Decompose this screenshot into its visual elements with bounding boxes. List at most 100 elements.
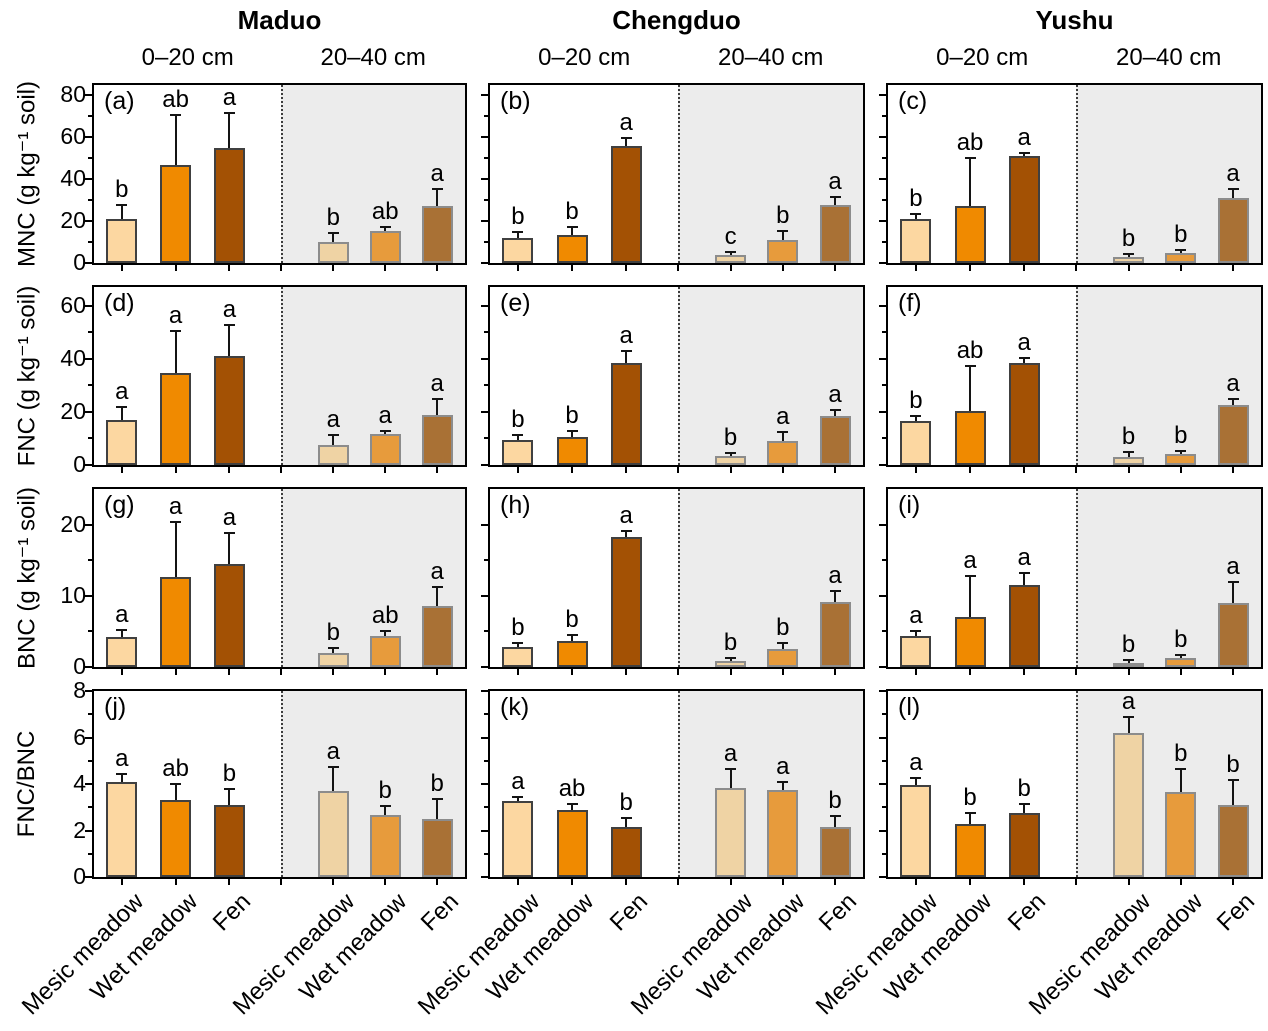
y-major-tick bbox=[481, 304, 488, 307]
significance-letter: b bbox=[115, 176, 129, 204]
site-title-chengduo: Chengduo bbox=[612, 5, 741, 35]
x-tick-mark bbox=[625, 669, 628, 675]
bar-wet-meadow-20-40 bbox=[369, 434, 401, 465]
panel-j: (j) a ab b a b b bbox=[85, 689, 467, 885]
x-tick-mark bbox=[174, 467, 177, 473]
bar-fen-20-40 bbox=[819, 602, 851, 667]
site-title-yushu: Yushu bbox=[1035, 5, 1114, 35]
error-bar-line bbox=[969, 159, 972, 207]
panel-b: (b) b b a c b a bbox=[481, 83, 865, 271]
error-bar-cap bbox=[116, 772, 128, 775]
significance-letter: b bbox=[326, 618, 340, 646]
x-tick-mark bbox=[332, 879, 335, 885]
error-bar-cap bbox=[829, 408, 841, 411]
y-major-tick bbox=[481, 220, 488, 223]
bar-fen-20-40 bbox=[1217, 405, 1249, 465]
depth-label-20-40: 20–40 cm bbox=[320, 44, 426, 71]
x-tick-mark bbox=[1023, 467, 1026, 473]
y-minor-tick bbox=[88, 759, 92, 762]
x-tick-mark bbox=[1232, 879, 1235, 885]
y-tick-label: 20 bbox=[60, 510, 86, 537]
error-bar-cap bbox=[777, 642, 789, 645]
significance-letter: b bbox=[222, 759, 237, 787]
x-tick-mark bbox=[228, 467, 231, 473]
error-bar-line bbox=[625, 818, 628, 828]
y-minor-tick bbox=[882, 437, 886, 440]
y-major-tick bbox=[879, 783, 886, 785]
significance-letter: b bbox=[776, 201, 790, 229]
significance-letter: ab bbox=[162, 755, 189, 783]
significance-letter: b bbox=[1226, 750, 1240, 778]
x-tick-mark bbox=[384, 879, 387, 885]
error-bar-line bbox=[332, 233, 335, 243]
y-minor-tick bbox=[484, 331, 488, 334]
error-bar-cap bbox=[327, 765, 339, 768]
y-minor-tick bbox=[88, 559, 92, 562]
x-tick-mark bbox=[332, 467, 335, 473]
bar-fen-20-40 bbox=[1217, 804, 1249, 877]
x-tick-mark bbox=[625, 265, 628, 271]
panel-tag: (g) bbox=[104, 491, 135, 519]
panel-tag: (h) bbox=[500, 491, 531, 519]
depth-divider bbox=[678, 691, 681, 877]
bar-wet-meadow-20-40 bbox=[767, 441, 799, 465]
bar-mesic-meadow-20-40 bbox=[1113, 663, 1145, 667]
error-bar-cap bbox=[566, 802, 578, 805]
error-bar-line bbox=[1232, 780, 1235, 805]
y-major-tick bbox=[879, 829, 886, 832]
panel-c: (c) b ab a b b a bbox=[879, 83, 1263, 271]
significance-letter: b bbox=[619, 788, 633, 816]
y-axis-label-fnc-bnc: FNC/BNC bbox=[13, 730, 40, 838]
panel-l: (l) a b b a b b bbox=[879, 688, 1263, 885]
error-bar-cap bbox=[1123, 658, 1135, 661]
depth-divider bbox=[1076, 489, 1079, 667]
significance-letter: b bbox=[909, 387, 923, 415]
y-minor-tick bbox=[484, 437, 488, 440]
error-bar-cap bbox=[566, 633, 578, 636]
x-tick-mark bbox=[1075, 467, 1078, 473]
panel-tag: (b) bbox=[500, 87, 531, 115]
significance-letter: b bbox=[828, 786, 842, 814]
x-tick-mark bbox=[120, 669, 123, 675]
bar-fen-0-20 bbox=[213, 804, 245, 877]
x-tick-mark bbox=[174, 669, 177, 675]
error-bar-cap bbox=[170, 783, 182, 786]
bar-fen-0-20 bbox=[1008, 585, 1040, 667]
y-major-tick bbox=[879, 736, 886, 739]
x-tick-mark bbox=[1127, 265, 1130, 271]
significance-letter: b bbox=[723, 629, 738, 657]
error-bar-line bbox=[436, 800, 439, 819]
y-major-tick bbox=[85, 464, 92, 466]
error-bar-cap bbox=[620, 137, 632, 140]
x-tick-mark bbox=[914, 467, 917, 473]
significance-letter: a bbox=[1226, 552, 1240, 580]
x-tick-mark bbox=[571, 265, 574, 271]
error-bar-cap bbox=[1018, 356, 1030, 359]
y-major-tick bbox=[85, 690, 92, 692]
bar-fen-20-40 bbox=[819, 205, 851, 263]
error-bar-line bbox=[332, 767, 335, 791]
significance-letter: b bbox=[326, 203, 340, 231]
bar-fen-0-20 bbox=[610, 145, 642, 263]
panel-d: (d) a a a a a a bbox=[85, 285, 467, 473]
x-tick-mark bbox=[120, 467, 123, 473]
error-bar-line bbox=[516, 232, 519, 238]
y-minor-tick bbox=[484, 384, 488, 387]
error-bar-line bbox=[1023, 154, 1026, 157]
error-bar-line bbox=[332, 648, 335, 653]
y-minor-tick bbox=[882, 713, 886, 716]
y-major-tick bbox=[481, 410, 488, 413]
panel-tag: (l) bbox=[898, 693, 921, 721]
significance-letter: a bbox=[828, 168, 842, 196]
y-tick-label: 0 bbox=[73, 249, 86, 275]
depth-label-0-20: 0–20 cm bbox=[936, 44, 1029, 71]
significance-letter: b bbox=[511, 405, 525, 433]
y-minor-tick bbox=[88, 199, 92, 202]
error-bar-cap bbox=[431, 585, 443, 588]
x-tick-mark bbox=[914, 879, 917, 885]
x-tick-mark bbox=[969, 467, 972, 473]
y-major-tick bbox=[481, 464, 488, 466]
error-bar-line bbox=[571, 804, 574, 810]
x-tick-mark bbox=[1127, 669, 1130, 675]
x-tick-mark bbox=[1075, 265, 1078, 271]
